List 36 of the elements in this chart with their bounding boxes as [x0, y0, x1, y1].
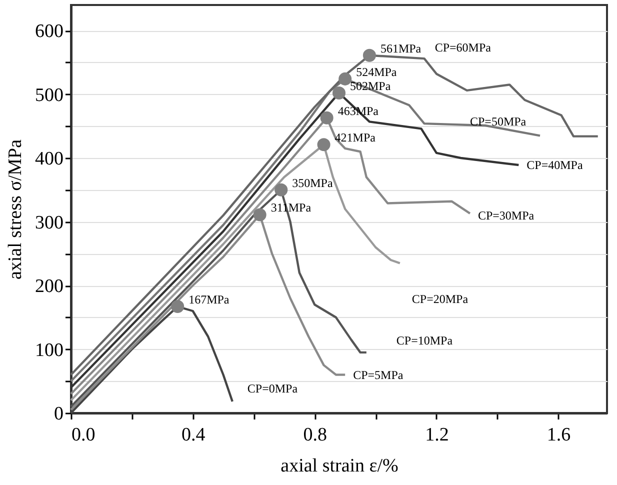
- point: [320, 111, 334, 124]
- data-label: 350MPa: [292, 176, 334, 190]
- series-label: CP=40MPa: [526, 158, 584, 172]
- data-label: 502MPa: [350, 78, 392, 93]
- series-label: CP=50MPa: [470, 114, 527, 129]
- series-label: CP=30MPa: [478, 208, 535, 222]
- series-label: CP=5MPa: [353, 368, 404, 382]
- y-tick-label: 200: [35, 276, 64, 297]
- data-label: 167MPa: [188, 292, 230, 307]
- x-tick-label: 0.0: [72, 424, 96, 446]
- x-tick-label: 1.6: [546, 424, 571, 446]
- point: [332, 86, 346, 100]
- y-tick-label: 500: [35, 84, 64, 106]
- point: [338, 72, 352, 86]
- x-tick-label: 0.4: [181, 424, 206, 446]
- x-tick-label: 0.8: [303, 424, 328, 446]
- data-label: 561MPa: [380, 41, 422, 56]
- point: [253, 208, 266, 222]
- text: CP=10MPa: [396, 333, 454, 348]
- point: [171, 300, 184, 314]
- y-tick-label: 600: [35, 21, 64, 42]
- x-axis-title: axial strain ε/%: [280, 456, 399, 476]
- y-tick-label: 100: [35, 340, 64, 361]
- text: CP=20MPa: [412, 292, 469, 306]
- point: [317, 138, 330, 152]
- y-axis-title: axial stress σ/MPa: [5, 138, 26, 280]
- y-tick-label: 300: [35, 212, 64, 234]
- series-label: CP=0MPa: [247, 382, 298, 396]
- series-label: CP=60MPa: [434, 40, 492, 54]
- data-label: 524MPa: [356, 64, 398, 79]
- y-tick-label: 0: [54, 404, 64, 424]
- point: [362, 48, 376, 62]
- data-label: 421MPa: [334, 130, 376, 145]
- y-tick-label: 400: [35, 148, 64, 170]
- x-tick-label: 1.2: [425, 424, 449, 446]
- point: [274, 183, 288, 196]
